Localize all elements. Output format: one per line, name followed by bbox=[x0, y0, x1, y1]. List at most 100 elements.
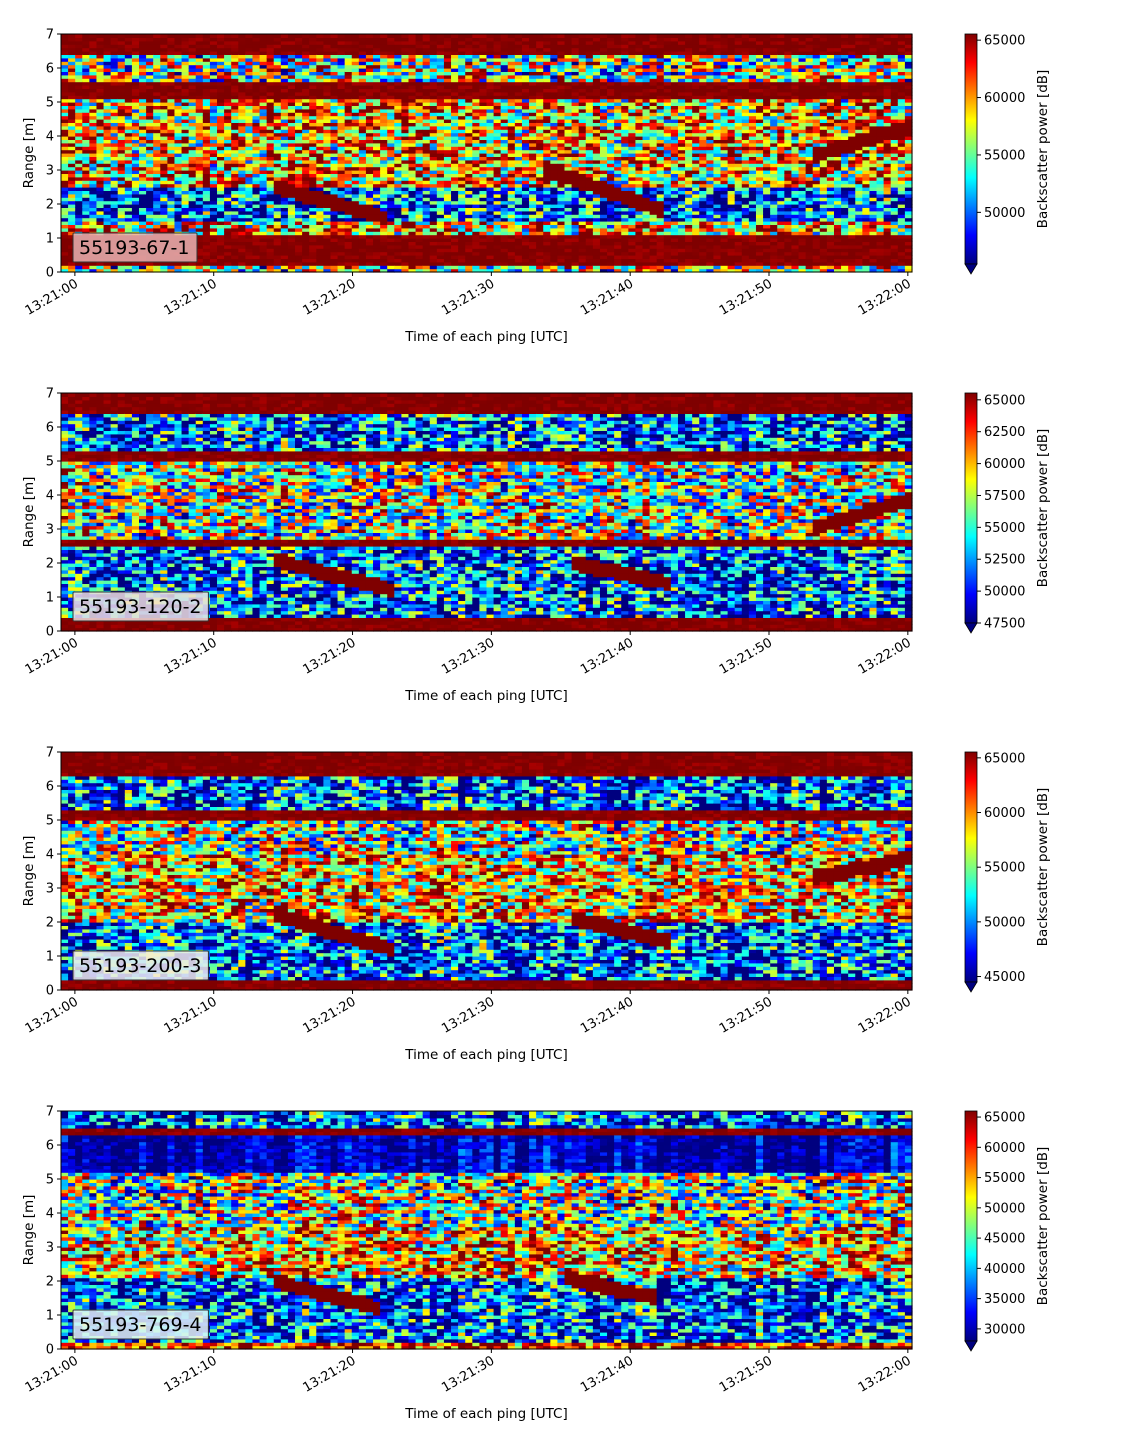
x-tick-label: 13:21:20 bbox=[300, 635, 358, 677]
colorbar-extend-arrow bbox=[964, 263, 978, 275]
y-tick-label: 0 bbox=[46, 625, 54, 640]
echogram-panel: 0 1 2 3 4 5 6 7 13:21:00 13:21:10 13:21:20 13:21:30… bbox=[21, 1105, 1051, 1423]
x-axis-title: Time of each ping [UTC] bbox=[404, 688, 568, 704]
colorbar-tick-label: 50000 bbox=[984, 915, 1025, 930]
x-tick-label: 13:21:10 bbox=[162, 994, 220, 1036]
colorbar-tick-label: 65000 bbox=[984, 751, 1025, 766]
y-tick-label: 4 bbox=[46, 489, 54, 504]
colorbar-tick-label: 65000 bbox=[984, 1111, 1025, 1126]
colorbar-extend-arrow bbox=[964, 622, 978, 634]
y-tick-label: 5 bbox=[46, 814, 54, 829]
x-tick-label: 13:21:10 bbox=[162, 1353, 220, 1395]
x-tick-label: 13:22:00 bbox=[856, 1353, 914, 1395]
y-tick-label: 5 bbox=[46, 96, 54, 111]
y-tick-label: 3 bbox=[46, 164, 54, 179]
y-tick-label: 3 bbox=[46, 1241, 54, 1256]
colorbar-tick-label: 45000 bbox=[984, 1232, 1025, 1247]
y-axis-title: Range [m] bbox=[21, 836, 37, 907]
heatmap-cells bbox=[61, 1111, 913, 1350]
y-tick-label: 1 bbox=[46, 950, 54, 965]
y-axis-title: Range [m] bbox=[21, 477, 37, 548]
colorbar: 47500 50000 52500 55000 57500 60000 62500 65000 bbox=[964, 392, 1025, 634]
y-tick-label: 6 bbox=[46, 62, 54, 77]
colorbar-tick-label: 30000 bbox=[984, 1322, 1025, 1337]
x-tick-label: 13:21:30 bbox=[439, 994, 497, 1036]
x-tick-label: 13:21:40 bbox=[578, 1353, 636, 1395]
colorbar-tick-label: 60000 bbox=[984, 1141, 1025, 1156]
x-axis-title: Time of each ping [UTC] bbox=[404, 1047, 568, 1063]
y-tick-label: 2 bbox=[46, 198, 54, 213]
x-tick-label: 13:22:00 bbox=[856, 276, 914, 318]
y-tick-label: 3 bbox=[46, 882, 54, 897]
y-tick-label: 2 bbox=[46, 916, 54, 931]
colorbar-tick-label: 55000 bbox=[984, 521, 1025, 536]
colorbar-tick-label: 40000 bbox=[984, 1262, 1025, 1277]
colorbar-tick-label: 55000 bbox=[984, 1171, 1025, 1186]
x-tick-label: 13:21:30 bbox=[439, 1353, 497, 1395]
y-tick-label: 7 bbox=[46, 387, 54, 402]
colorbar-title: Backscatter power [dB] bbox=[1035, 788, 1051, 947]
x-tick-label: 13:21:30 bbox=[439, 635, 497, 677]
x-tick-label: 13:21:50 bbox=[717, 1353, 775, 1395]
colorbar: 50000 55000 60000 65000 bbox=[964, 33, 1025, 275]
y-tick-label: 1 bbox=[46, 1309, 54, 1324]
y-tick-label: 0 bbox=[46, 266, 54, 281]
colorbar: 45000 50000 55000 60000 65000 bbox=[964, 751, 1025, 993]
echogram-panel: 0 1 2 3 4 5 6 7 13:21:00 13:21:10 13:21:20 13:21:30… bbox=[21, 28, 1051, 346]
colorbar-tick-label: 65000 bbox=[984, 34, 1025, 49]
x-tick-label: 13:21:50 bbox=[717, 635, 775, 677]
x-tick-label: 13:22:00 bbox=[856, 994, 914, 1036]
y-tick-label: 6 bbox=[46, 780, 54, 795]
x-tick-label: 13:21:30 bbox=[439, 276, 497, 318]
instrument-label: 55193-769-4 bbox=[72, 1309, 209, 1340]
y-tick-label: 7 bbox=[46, 1105, 54, 1120]
colorbar-tick-label: 60000 bbox=[984, 806, 1025, 821]
colorbar-title: Backscatter power [dB] bbox=[1035, 429, 1051, 588]
colorbar-extend-arrow bbox=[964, 1340, 978, 1352]
colorbar-tick-label: 47500 bbox=[984, 617, 1025, 632]
x-axis-title: Time of each ping [UTC] bbox=[404, 1406, 568, 1422]
y-tick-label: 0 bbox=[46, 984, 54, 999]
y-tick-label: 6 bbox=[46, 421, 54, 436]
instrument-label: 55193-67-1 bbox=[72, 232, 198, 263]
x-tick-label: 13:21:20 bbox=[300, 994, 358, 1036]
colorbar-tick-label: 50000 bbox=[984, 585, 1025, 600]
colorbar-tick-label: 35000 bbox=[984, 1292, 1025, 1307]
y-tick-label: 4 bbox=[46, 130, 54, 145]
colorbar-tick-label: 60000 bbox=[984, 91, 1025, 106]
instrument-label: 55193-200-3 bbox=[72, 950, 209, 981]
x-tick-label: 13:21:20 bbox=[300, 1353, 358, 1395]
colorbar: 30000 35000 40000 45000 50000 55000 60000 65000 bbox=[964, 1111, 1025, 1352]
x-tick-label: 13:21:10 bbox=[162, 635, 220, 677]
x-tick-label: 13:22:00 bbox=[856, 635, 914, 677]
colorbar-tick-label: 50000 bbox=[984, 1201, 1025, 1216]
y-tick-label: 2 bbox=[46, 1275, 54, 1290]
heatmap-cells bbox=[61, 34, 913, 273]
y-axis-title: Range [m] bbox=[21, 1195, 37, 1266]
colorbar-tick-label: 62500 bbox=[984, 425, 1025, 440]
colorbar-extend-arrow bbox=[964, 981, 978, 993]
y-tick-label: 5 bbox=[46, 1173, 54, 1188]
x-tick-label: 13:21:00 bbox=[23, 276, 81, 318]
instrument-label: 55193-120-2 bbox=[72, 591, 209, 622]
x-axis-title: Time of each ping [UTC] bbox=[404, 329, 568, 345]
x-tick-label: 13:21:40 bbox=[578, 276, 636, 318]
y-tick-label: 4 bbox=[46, 848, 54, 863]
heatmap-cells bbox=[61, 752, 913, 991]
colorbar-tick-label: 65000 bbox=[984, 393, 1025, 408]
y-tick-label: 7 bbox=[46, 746, 54, 761]
x-tick-label: 13:21:50 bbox=[717, 994, 775, 1036]
x-tick-label: 13:21:00 bbox=[23, 994, 81, 1036]
y-axis-title: Range [m] bbox=[21, 118, 37, 189]
x-tick-label: 13:21:00 bbox=[23, 1353, 81, 1395]
colorbar-title: Backscatter power [dB] bbox=[1035, 1147, 1051, 1306]
plot-frame bbox=[60, 33, 913, 273]
plot-frame bbox=[60, 392, 913, 632]
y-tick-label: 7 bbox=[46, 28, 54, 43]
colorbar-tick-label: 60000 bbox=[984, 457, 1025, 472]
echogram-panel: 0 1 2 3 4 5 6 7 13:21:00 13:21:10 13:21:20 13:21:30… bbox=[21, 387, 1051, 705]
y-tick-label: 2 bbox=[46, 557, 54, 572]
colorbar-tick-label: 55000 bbox=[984, 148, 1025, 163]
colorbar-tick-label: 45000 bbox=[984, 970, 1025, 985]
y-tick-label: 4 bbox=[46, 1207, 54, 1222]
